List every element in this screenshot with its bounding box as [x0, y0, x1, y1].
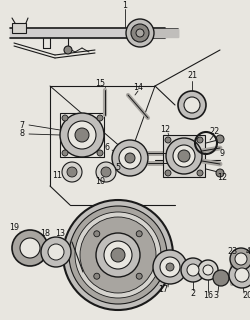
Circle shape [60, 113, 104, 157]
Circle shape [94, 231, 100, 237]
Circle shape [166, 263, 174, 271]
Circle shape [166, 138, 202, 174]
Bar [12, 23, 26, 33]
Circle shape [216, 169, 224, 177]
Text: 19: 19 [9, 223, 19, 233]
Circle shape [67, 167, 77, 177]
Circle shape [178, 91, 206, 119]
Text: 22: 22 [210, 127, 220, 137]
Circle shape [197, 170, 203, 176]
Circle shape [64, 46, 72, 54]
Circle shape [173, 145, 195, 167]
Circle shape [136, 273, 142, 279]
Circle shape [20, 238, 40, 258]
Circle shape [48, 244, 64, 260]
Circle shape [68, 121, 96, 149]
Text: 20: 20 [242, 292, 250, 300]
Text: 17: 17 [158, 285, 168, 294]
Circle shape [178, 150, 190, 162]
Text: 6: 6 [104, 143, 110, 153]
Text: 12: 12 [217, 172, 227, 181]
Circle shape [160, 257, 180, 277]
Text: 1: 1 [122, 2, 128, 11]
Circle shape [136, 231, 142, 237]
Text: 18: 18 [40, 229, 50, 238]
Circle shape [136, 29, 144, 37]
Text: 10: 10 [95, 177, 105, 186]
Circle shape [97, 150, 103, 156]
Text: 21: 21 [187, 70, 197, 79]
Circle shape [62, 162, 82, 182]
Circle shape [80, 217, 156, 293]
Circle shape [97, 115, 103, 121]
Circle shape [94, 273, 100, 279]
Text: 7: 7 [20, 121, 24, 130]
Circle shape [235, 253, 247, 265]
Circle shape [216, 135, 224, 143]
Circle shape [62, 150, 68, 156]
Circle shape [75, 128, 89, 142]
Circle shape [197, 137, 203, 143]
Circle shape [126, 19, 154, 47]
Text: 12: 12 [160, 125, 170, 134]
Text: 4: 4 [246, 246, 250, 255]
Text: 2: 2 [190, 289, 196, 298]
Circle shape [131, 24, 149, 42]
Circle shape [203, 265, 213, 275]
Circle shape [104, 241, 132, 269]
Circle shape [153, 250, 187, 284]
Circle shape [69, 206, 167, 304]
Circle shape [62, 115, 68, 121]
Circle shape [229, 262, 250, 288]
Circle shape [112, 140, 148, 176]
Circle shape [101, 167, 111, 177]
Circle shape [165, 137, 171, 143]
Circle shape [63, 200, 173, 310]
Circle shape [96, 162, 116, 182]
Text: 11: 11 [52, 171, 62, 180]
Circle shape [213, 270, 229, 286]
Bar [60, 113, 104, 157]
Circle shape [119, 147, 141, 169]
Circle shape [230, 248, 250, 270]
Text: 13: 13 [55, 228, 65, 237]
Circle shape [41, 237, 71, 267]
Circle shape [235, 268, 249, 282]
Text: 16: 16 [203, 291, 213, 300]
Text: 15: 15 [95, 78, 105, 87]
Text: 23: 23 [227, 246, 237, 255]
Text: 5: 5 [116, 163, 120, 172]
Circle shape [125, 153, 135, 163]
Circle shape [75, 212, 161, 298]
Bar [163, 135, 205, 177]
Circle shape [12, 230, 48, 266]
Circle shape [187, 264, 199, 276]
Text: 3: 3 [214, 291, 218, 300]
Circle shape [181, 258, 205, 282]
Circle shape [198, 260, 218, 280]
Circle shape [96, 233, 140, 277]
Text: 9: 9 [220, 148, 224, 157]
Circle shape [111, 248, 125, 262]
Circle shape [184, 97, 200, 113]
Circle shape [165, 170, 171, 176]
Text: 14: 14 [133, 83, 143, 92]
Text: 8: 8 [20, 130, 24, 139]
